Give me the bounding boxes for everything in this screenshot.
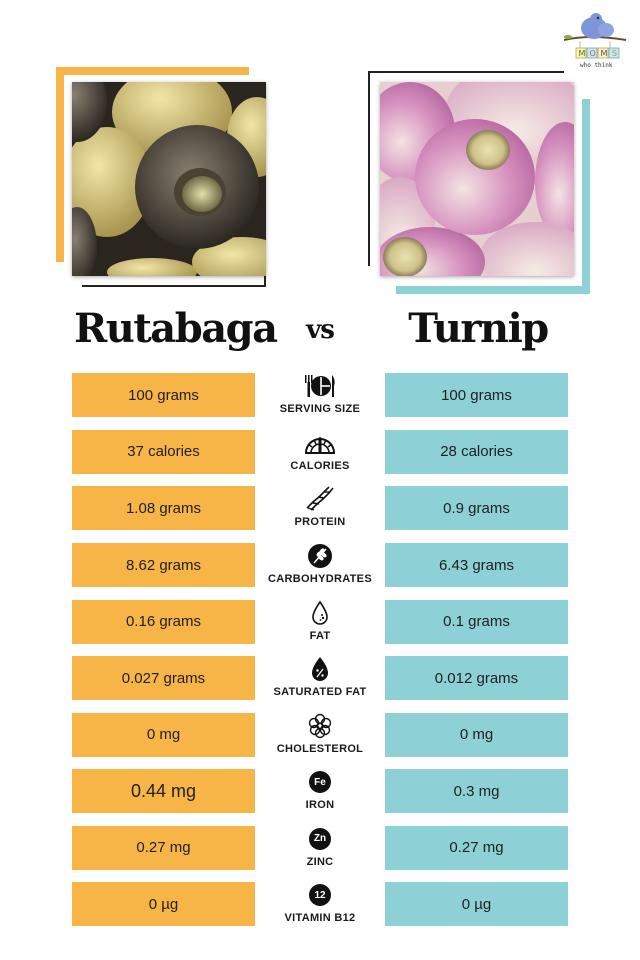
- bird-on-branch-icon: M O M S who think: [563, 13, 627, 69]
- gauge-icon: [303, 428, 337, 458]
- rutabaga-photo: [72, 82, 266, 276]
- rutabaga-protein-value: 1.08 grams: [72, 486, 255, 530]
- comparison-row-serving-size: 100 grams SERVING SIZE 100 grams: [0, 373, 640, 429]
- turnip-vitamin-b12-value: 0 µg: [385, 882, 568, 926]
- versus-label: vs: [306, 315, 335, 345]
- rutabaga-zinc-value: 0.27 mg: [72, 825, 255, 870]
- rutabaga-fat-value: 0.16 grams: [72, 599, 255, 644]
- turnip-saturated-fat-value: 0.012 grams: [385, 656, 568, 700]
- vitamin-b12-badge: 12: [309, 884, 331, 906]
- turnip-zinc-value: 0.27 mg: [385, 825, 568, 870]
- left-food-title: Rutabaga: [74, 305, 278, 352]
- rutabaga-carbohydrates-value: 8.62 grams: [72, 543, 255, 587]
- turnip-carbohydrates-value: 6.43 grams: [385, 543, 568, 587]
- comparison-row-saturated-fat: 0.027 grams SATURATED FAT 0.012 grams: [0, 656, 640, 712]
- comparison-row-iron: 0.44 mg Fe IRON 0.3 mg: [0, 769, 640, 825]
- dna-helix-icon: [303, 484, 337, 514]
- rutabaga-serving-size-value: 100 grams: [72, 373, 255, 417]
- rutabaga-saturated-fat-value: 0.027 grams: [72, 656, 255, 700]
- rutabaga-cholesterol-value: 0 mg: [72, 712, 255, 757]
- turnip-iron-value: 0.3 mg: [385, 769, 568, 813]
- rutabaga-frame-line-bottom: [82, 285, 266, 287]
- zinc-label: ZINC: [306, 855, 334, 868]
- vitamin-b12-label: VITAMIN B12: [284, 912, 356, 924]
- rutabaga-frame-accent-left: [56, 67, 64, 262]
- comparison-row-carbohydrates: 8.62 grams CARBOHYDRATES 6.43 grams: [0, 543, 640, 599]
- svg-text:S: S: [612, 49, 617, 58]
- rutabaga-iron-value: 0.44 mg: [72, 769, 255, 813]
- turnip-frame-line-top: [368, 71, 564, 73]
- svg-text:M: M: [579, 49, 586, 58]
- rutabaga-frame-accent-top: [56, 67, 249, 75]
- saturated-fat-label: SATURATED FAT: [273, 686, 367, 698]
- iron-fe-icon: Fe: [303, 767, 337, 797]
- turnip-serving-size-value: 100 grams: [385, 373, 568, 417]
- comparison-row-protein: 1.08 grams PROTEIN 0.9 grams: [0, 486, 640, 542]
- serving-size-label: SERVING SIZE: [279, 403, 361, 415]
- carbohydrates-label: CARBOHYDRATES: [268, 573, 372, 585]
- zinc-badge: Zn: [309, 827, 331, 850]
- comparison-row-calories: 37 calories CALORIES 28 calories: [0, 428, 640, 486]
- rutabaga-calories-value: 37 calories: [72, 429, 255, 474]
- protein-label: PROTEIN: [294, 516, 346, 528]
- turnip-frame-accent-right: [582, 99, 590, 294]
- comparison-row-fat: 0.16 grams FAT 0.1 grams: [0, 598, 640, 656]
- iron-label: IRON: [305, 799, 335, 811]
- svg-text:who think: who think: [580, 62, 613, 69]
- cholesterol-label: CHOLESTEROL: [276, 742, 364, 755]
- percent-drop-icon: [303, 654, 337, 684]
- wheat-icon: [303, 541, 337, 571]
- turnip-calories-value: 28 calories: [385, 429, 568, 474]
- vitamin-b12-icon: 12: [303, 880, 337, 910]
- turnip-fat-value: 0.1 grams: [385, 599, 568, 644]
- turnip-cholesterol-value: 0 mg: [385, 712, 568, 757]
- comparison-row-cholesterol: 0 mg CHOLESTEROL 0 mg: [0, 711, 640, 769]
- calories-label: CALORIES: [290, 459, 350, 472]
- molecule-icon: [303, 711, 337, 741]
- fat-label: FAT: [309, 629, 331, 642]
- oil-drop-icon: [303, 598, 337, 628]
- comparison-row-zinc: 0.27 mg Zn ZINC 0.27 mg: [0, 824, 640, 882]
- moms-who-think-logo: M O M S who think: [560, 10, 632, 72]
- svg-text:O: O: [590, 49, 596, 58]
- svg-text:M: M: [601, 49, 608, 58]
- turnip-photo: [380, 82, 574, 276]
- iron-badge: Fe: [309, 771, 331, 793]
- zinc-zn-icon: Zn: [303, 824, 337, 854]
- right-food-title: Turnip: [408, 305, 549, 352]
- plate-fork-knife-icon: [303, 371, 337, 401]
- turnip-frame-accent-bottom: [396, 286, 590, 294]
- rutabaga-vitamin-b12-value: 0 µg: [72, 882, 255, 926]
- turnip-frame-line-left: [368, 71, 370, 266]
- turnip-protein-value: 0.9 grams: [385, 486, 568, 530]
- comparison-row-vitamin-b12: 0 µg 12 VITAMIN B12 0 µg: [0, 882, 640, 938]
